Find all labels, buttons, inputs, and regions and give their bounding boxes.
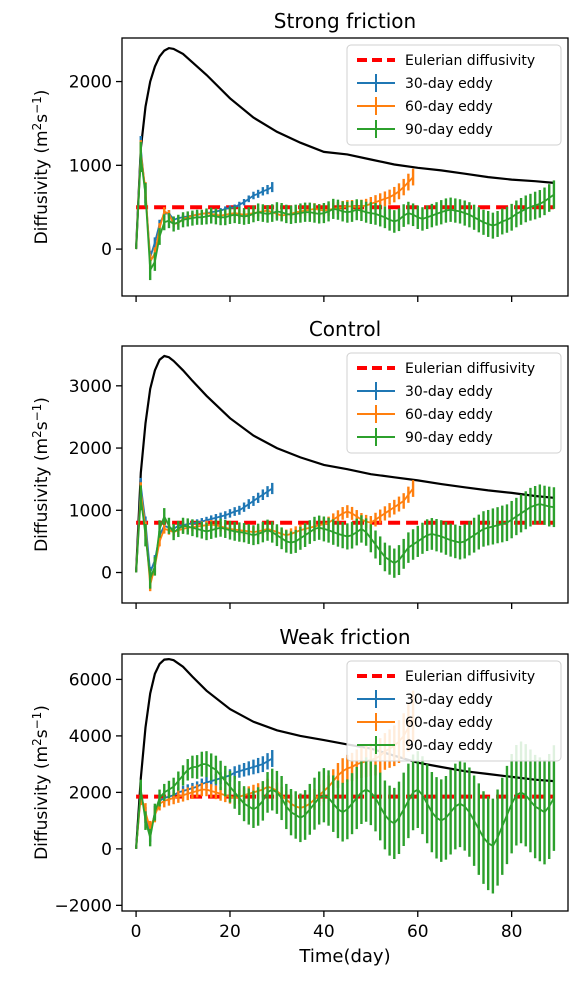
series-line	[135, 354, 555, 573]
y-axis-label-part: −1	[30, 404, 44, 422]
y-axis-label-part: 2	[30, 430, 44, 438]
y-tick-label: 0	[101, 564, 112, 584]
legend-entry: Eulerian diffusivity	[405, 669, 535, 685]
x-tick-label: 40	[313, 922, 335, 942]
y-axis-label-part: −1	[30, 712, 44, 730]
y-tick-label: 2000	[69, 439, 112, 459]
series-30-day-eddy	[135, 477, 274, 579]
series-line	[135, 757, 273, 849]
y-tick-label: 3000	[69, 377, 112, 397]
series-line	[135, 763, 555, 849]
y-axis-label-part: s	[32, 114, 52, 123]
y-tick-label: 4000	[69, 727, 112, 747]
panel-title: Control	[309, 317, 381, 341]
y-tick-label: 1000	[69, 501, 112, 521]
y-axis-label-part: 2	[30, 738, 44, 746]
legend-entry: 60-day eddy	[405, 407, 493, 423]
legend-entry: 30-day eddy	[405, 692, 493, 708]
legend-entry: 30-day eddy	[405, 76, 493, 92]
series-lagrangian-black	[135, 46, 554, 250]
x-axis-label: Time(day)	[298, 946, 390, 967]
y-tick-label: 2000	[69, 783, 112, 803]
y-tick-label: 0	[101, 240, 112, 260]
y-tick-label: 1000	[69, 156, 112, 176]
series-90-day-eddy	[135, 741, 556, 894]
y-axis-label: Diffusivity (m2s−1)	[30, 90, 52, 245]
legend-box	[346, 660, 562, 762]
legend-box	[346, 352, 562, 454]
series-line	[135, 497, 555, 580]
legend-entry: 90-day eddy	[405, 122, 493, 138]
y-axis-label-part: )	[32, 397, 52, 404]
series-90-day-eddy	[135, 141, 556, 281]
legend: Eulerian diffusivity 30-day eddy 60-day ed…	[346, 44, 562, 146]
series-90-day-eddy	[135, 484, 556, 589]
y-tick-label: 2000	[69, 73, 112, 93]
legend-entry: Eulerian diffusivity	[405, 53, 535, 69]
y-axis-label-part: Diffusivity (m	[32, 438, 52, 552]
legend-box	[346, 44, 562, 146]
legend-entry: Eulerian diffusivity	[405, 361, 535, 377]
y-axis-label-part: )	[32, 705, 52, 712]
x-tick-label: 0	[131, 922, 142, 942]
y-axis-label-part: s	[32, 729, 52, 738]
y-tick-label: −2000	[54, 896, 112, 916]
legend-entry: 60-day eddy	[405, 715, 493, 731]
series-line	[135, 156, 555, 274]
x-tick-label: 60	[407, 922, 429, 942]
series-lagrangian-black	[135, 657, 554, 849]
y-axis-label-part: 2	[30, 123, 44, 131]
y-axis-label-part: Diffusivity (m	[32, 130, 52, 244]
legend-entry: 60-day eddy	[405, 99, 493, 115]
axes-frame	[121, 653, 569, 912]
legend-entry: 90-day eddy	[405, 738, 493, 754]
legend: Eulerian diffusivity 30-day eddy 60-day ed…	[346, 660, 562, 762]
y-tick-label: 0	[101, 840, 112, 860]
panel-control: Control Diffusivity (m2s−1) 0 1000 2000 3000 E…	[30, 317, 569, 609]
series-lagrangian-black	[135, 354, 555, 573]
y-axis-label: Diffusivity (m2s−1)	[30, 397, 52, 552]
y-tick-label: 6000	[69, 670, 112, 690]
axes-frame	[121, 37, 569, 297]
y-axis-label-part: s	[32, 421, 52, 430]
panel-strong-friction: Strong friction Diffusivity (m2s−1) 0 1000 2…	[30, 9, 569, 302]
x-tick-label: 80	[501, 922, 523, 942]
axes-frame	[121, 345, 569, 604]
y-axis-label: Diffusivity (m2s−1)	[30, 705, 52, 860]
series-line	[135, 657, 554, 849]
legend: Eulerian diffusivity 30-day eddy 60-day ed…	[346, 352, 562, 454]
y-axis-label-part: Diffusivity (m	[32, 746, 52, 860]
panel-title: Weak friction	[279, 625, 410, 649]
series-line	[135, 46, 554, 250]
y-axis-label-part: −1	[30, 96, 44, 114]
panel-title: Strong friction	[274, 9, 416, 33]
legend-entry: 30-day eddy	[405, 384, 493, 400]
legend-entry: 90-day eddy	[405, 430, 493, 446]
y-axis-label-part: )	[32, 90, 52, 97]
x-tick-label: 20	[219, 922, 241, 942]
